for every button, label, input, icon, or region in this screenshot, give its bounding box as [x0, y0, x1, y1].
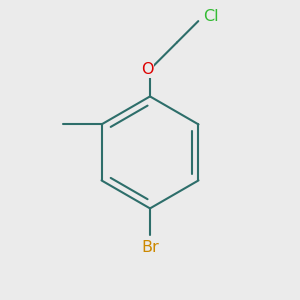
Text: Br: Br — [141, 241, 159, 256]
Text: Cl: Cl — [203, 9, 219, 24]
Text: O: O — [141, 62, 153, 77]
